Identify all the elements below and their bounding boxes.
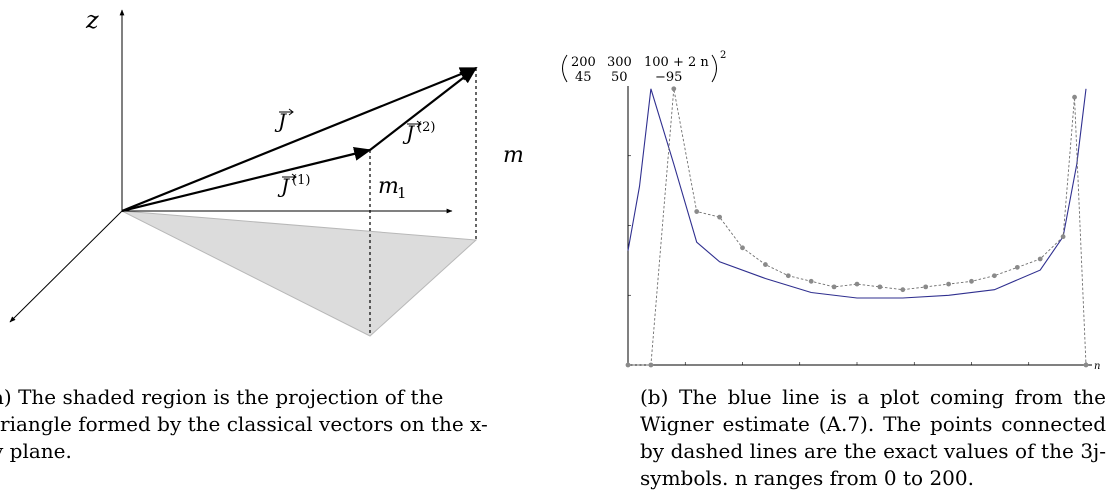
data-point (877, 284, 883, 290)
vector-J2 (369, 66, 478, 151)
data-point (717, 214, 722, 220)
symbol-top-1: 200 (571, 55, 596, 70)
x-axis (9, 210, 123, 323)
label-J2-superscript: (2) (417, 120, 435, 135)
data-point (923, 284, 929, 290)
symbol-power: 2 (720, 50, 726, 61)
threej-symbol: 200 300 100 + 2 n 45 50 −95 2 (562, 50, 726, 85)
data-point (831, 284, 837, 290)
data-point (969, 278, 974, 284)
data-point (763, 262, 768, 267)
plot-ticks (627, 155, 1087, 365)
label-J1: J (1) (277, 173, 310, 198)
vector-J (121, 66, 478, 213)
vector-accent-icon (282, 173, 297, 181)
label-J2: J (2) (402, 120, 435, 145)
symbol-bottom-3: −95 (655, 70, 682, 85)
data-point (625, 362, 631, 368)
label-J2-text: J (402, 121, 415, 145)
z-axis-label: z (85, 6, 99, 34)
x-axis-label: n (1094, 361, 1100, 372)
projection-triangle (121, 210, 478, 337)
label-m1: m 1 (378, 174, 407, 202)
symbol-bottom-2: 50 (611, 70, 628, 85)
left-paren-icon (562, 54, 568, 83)
data-point (808, 278, 814, 284)
figure-a: z J J (1) J (2) m m 1 (9, 6, 524, 337)
data-point (694, 209, 700, 214)
caption-a: a) The shaded region is the projection o… (0, 385, 488, 463)
wigner-estimate-line (627, 88, 1087, 299)
label-J-text: J (274, 109, 287, 133)
exact-values-dashed-line (628, 88, 1087, 366)
exact-values-points (625, 86, 1089, 368)
label-m1-subscript: 1 (397, 184, 407, 202)
figure-b: 200 300 100 + 2 n 45 50 −95 2 n (562, 50, 1100, 372)
label-J1-superscript: (1) (292, 173, 310, 188)
data-point (1037, 256, 1043, 262)
data-point (1014, 264, 1020, 270)
data-point (785, 273, 791, 279)
label-m: m (503, 143, 524, 168)
caption-b: (b) The blue line is a plot coming from … (640, 385, 1106, 490)
symbol-top-3: 100 + 2 n (644, 55, 709, 70)
vector-accent-icon (407, 120, 422, 128)
vector-J1 (121, 146, 372, 213)
data-point (671, 86, 677, 92)
data-point (946, 281, 951, 287)
data-point (854, 281, 860, 287)
right-paren-icon (711, 54, 717, 83)
data-point (1083, 362, 1089, 368)
data-point (1072, 94, 1077, 100)
plot-frame: n (627, 86, 1100, 372)
symbol-top-2: 300 (607, 55, 632, 70)
data-point (648, 362, 654, 368)
data-point (992, 273, 997, 279)
data-point (1060, 234, 1066, 240)
label-J: J (274, 108, 294, 133)
symbol-bottom-1: 45 (575, 70, 592, 85)
label-J1-text: J (277, 174, 290, 198)
data-point (740, 245, 745, 251)
label-m1-text: m (378, 174, 399, 199)
vector-accent-icon (279, 108, 294, 116)
data-point (900, 287, 906, 293)
